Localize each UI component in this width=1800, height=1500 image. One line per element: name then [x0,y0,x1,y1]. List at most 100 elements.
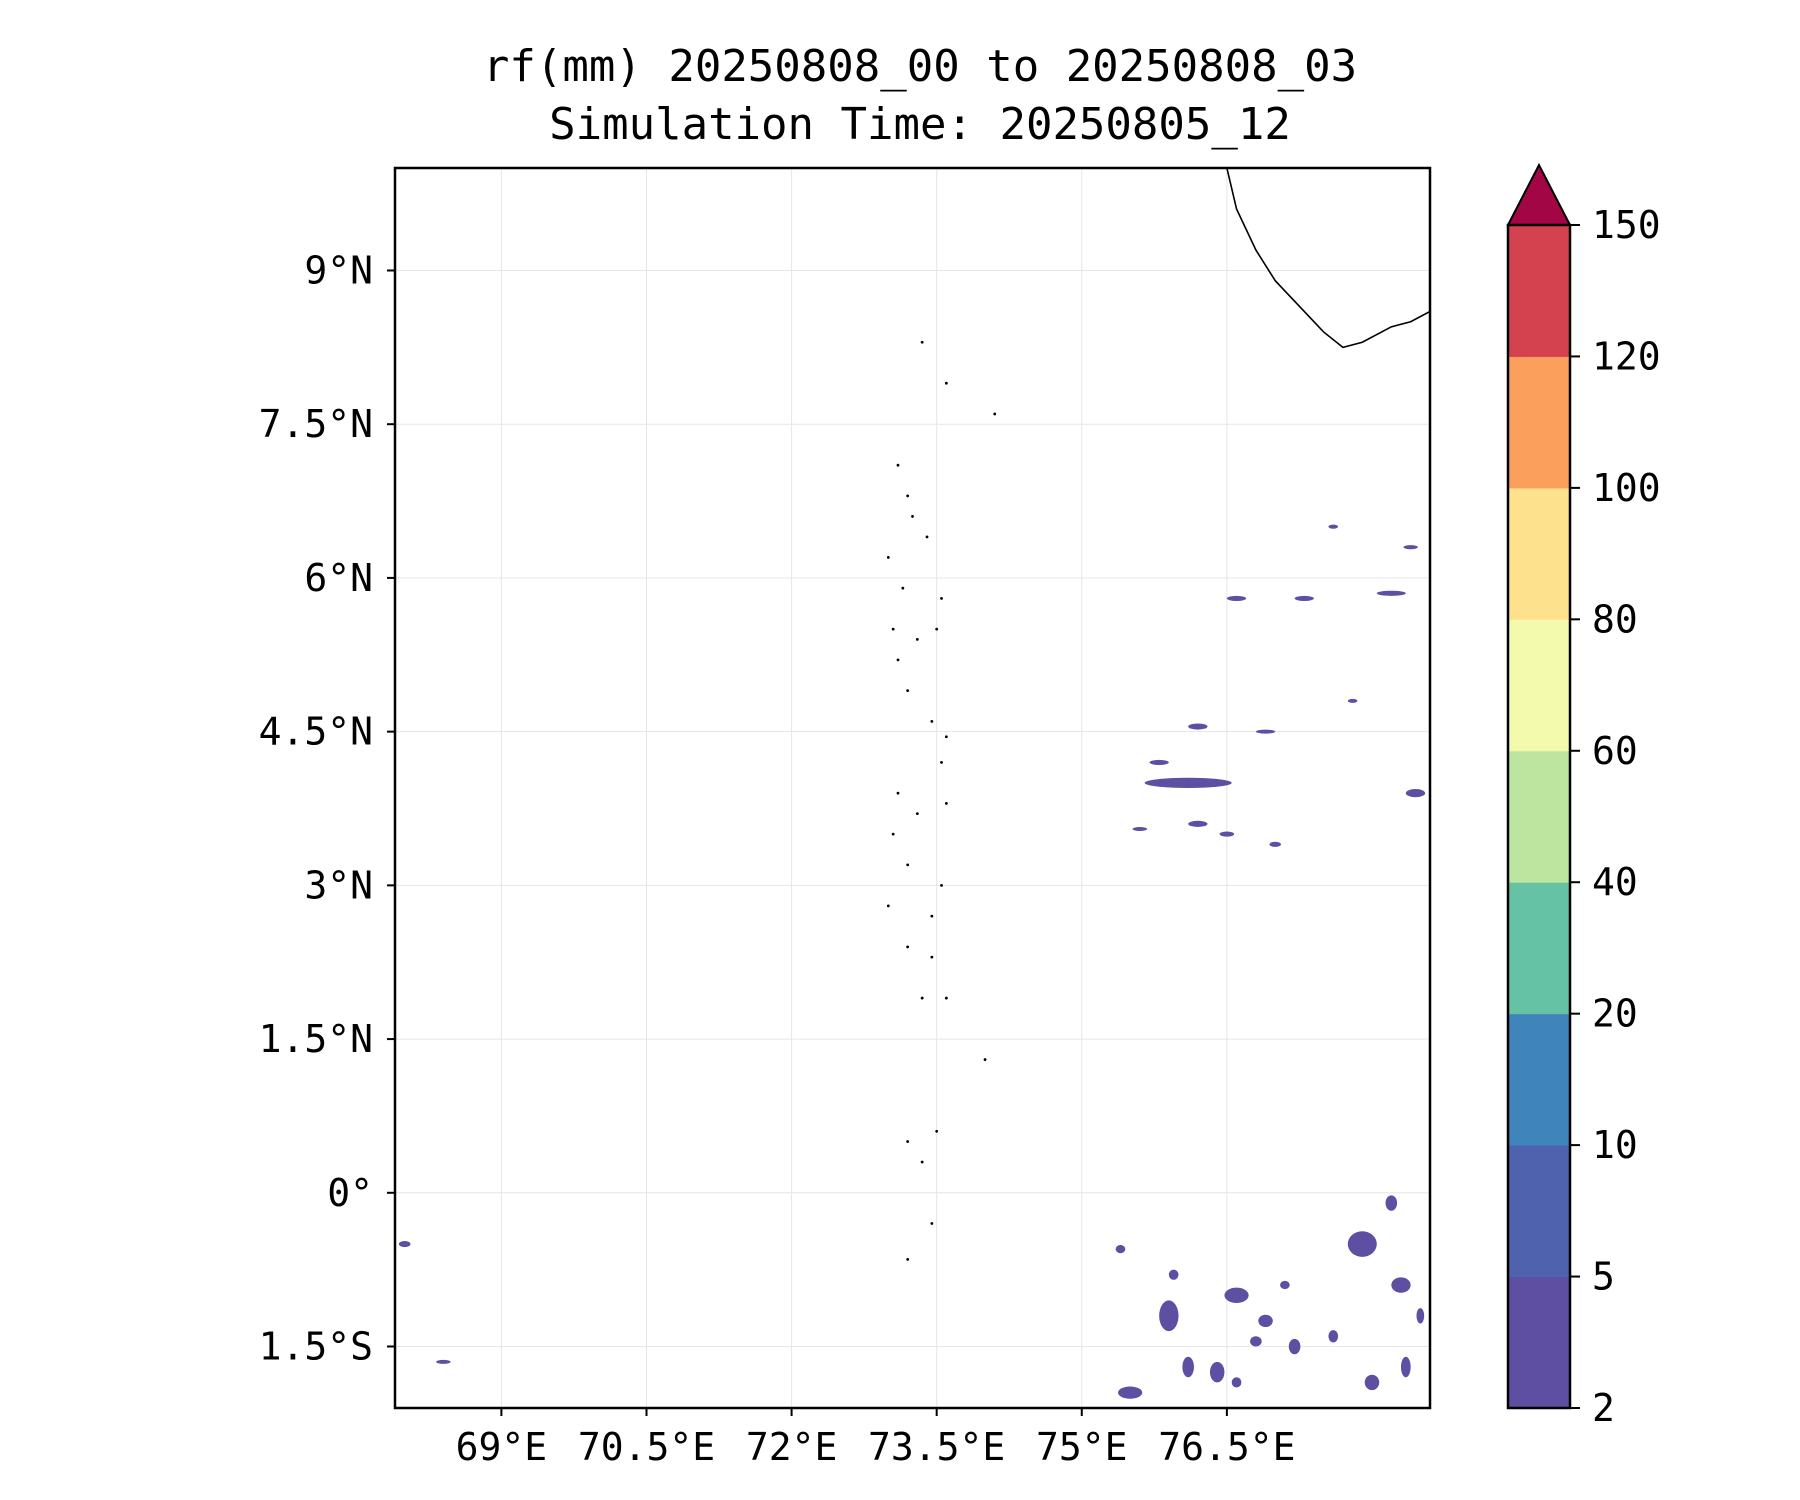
map-frame [393,166,1432,1410]
lat-tick-label: 9°N [304,248,373,292]
lat-tick-label: 3°N [304,863,373,907]
rainfall-patch [1347,1231,1377,1257]
atoll-island [911,515,914,518]
gridlines [395,168,1430,1408]
lon-tick-label: 69°E [456,1425,548,1469]
rainfall-patch [1226,595,1247,601]
atoll-island [935,627,939,631]
atoll-island [925,535,929,539]
coastlines [886,168,1430,1261]
atoll-island [901,586,905,590]
atoll-island [940,597,943,600]
atoll-island [906,863,910,867]
rainfall-patch [1280,1280,1290,1290]
atoll-island [930,1222,934,1225]
lat-tick-label: 7.5°N [259,402,373,446]
colorbar-segment [1508,487,1570,620]
colorbar-tick-label: 100 [1592,466,1661,510]
rainfall-patch [1376,590,1406,596]
lon-tick-label: 72°E [746,1425,838,1469]
colorbar-segment [1508,882,1570,1015]
atoll-island [891,832,895,836]
rainfall-patch [1288,1338,1301,1355]
rainfall-patch [1149,759,1169,765]
atoll-island [906,945,910,949]
colorbar-segment [1508,1145,1570,1278]
rainfall-patch [1385,1195,1398,1211]
atoll-island [906,689,910,693]
rainfall-patch [1294,595,1314,601]
rainfall-patch [1328,1330,1339,1343]
rainfall-patch [1269,841,1282,847]
colorbar-frame [1506,223,1572,1410]
atoll-island [993,412,997,416]
atoll-island [920,996,924,1000]
colorbar-segment [1508,225,1570,357]
atoll-island [896,791,900,795]
colorbar-segment [1508,356,1570,489]
rainfall-patch [1209,1361,1225,1383]
atoll-island [930,719,934,723]
rainfall-patch [1328,524,1339,529]
colorbar-tick-label: 10 [1592,1123,1638,1167]
colorbar-tick-label: 150 [1592,203,1661,247]
india-coastline [1226,168,1430,349]
atoll-island [906,494,910,498]
colorbar-segment [1508,1276,1570,1409]
atoll-island [886,556,890,559]
rainfall-patch [1182,1356,1194,1378]
rainfall-patch [1347,698,1358,703]
atoll-island [920,340,924,344]
map-title-line-2: Simulation Time: 20250805_12 [549,99,1291,150]
rainfall-patch [1391,1277,1411,1293]
atoll-island [896,463,900,467]
atoll-island [983,1058,987,1061]
atoll-island [944,801,948,805]
rainfall-patch [1416,1308,1425,1324]
lon-tick-label: 76.5°E [1158,1425,1295,1469]
rainfall-patch [1364,1374,1380,1391]
atoll-island [930,914,934,918]
rainfall-patch [1115,1245,1126,1254]
lat-tick-label: 1.5°N [259,1017,373,1061]
atoll-island [906,1258,910,1261]
colorbar-segment [1508,1013,1570,1146]
rainfall-patch [1168,1269,1179,1280]
colorbar-tick-label: 80 [1592,597,1638,641]
atoll-island [944,996,948,1000]
axis-ticks: 69°E 70.5°E 72°E 73.5°E 75°E 76.5°E 9°N 7.5°N 6°… [259,248,1296,1469]
map-title-line-1: rf(mm) 20250808_00 to 20250808_03 [482,41,1358,92]
atoll-island [915,638,919,641]
atoll-island [915,812,919,816]
colorbar-segment [1508,619,1570,752]
rainfall-patch [1219,831,1235,837]
rainfall-patch [1403,545,1418,550]
colorbar-tick-label: 20 [1592,992,1638,1036]
rainfall-patch [398,1240,411,1248]
lon-tick-label: 70.5°E [578,1425,715,1469]
atoll-island [935,1129,939,1133]
lat-tick-label: 0° [327,1171,373,1215]
atoll-island [920,1160,924,1164]
atoll-island [944,735,948,739]
rainfall-patch [1118,1386,1143,1399]
lat-tick-label: 6°N [304,556,373,600]
rainfall-patch [1144,777,1232,788]
lat-tick-label: 4.5°N [259,710,373,754]
atoll-island [940,760,943,764]
atoll-island [896,658,900,662]
rainfall-patch [1188,820,1208,827]
rainfall-patch [1132,826,1148,831]
atoll-island [930,955,934,959]
rainfall-patch [1159,1300,1179,1332]
atoll-island [940,883,943,887]
rainfall-patch [1224,1287,1249,1303]
colorbar-tick-label: 5 [1592,1255,1615,1299]
atoll-island [944,381,948,385]
rainfall-contours [398,524,1426,1399]
rainfall-patch [1231,1377,1242,1388]
atoll-island [891,627,895,631]
atoll-island [906,1140,910,1143]
colorbar-tick-label: 2 [1592,1386,1615,1430]
